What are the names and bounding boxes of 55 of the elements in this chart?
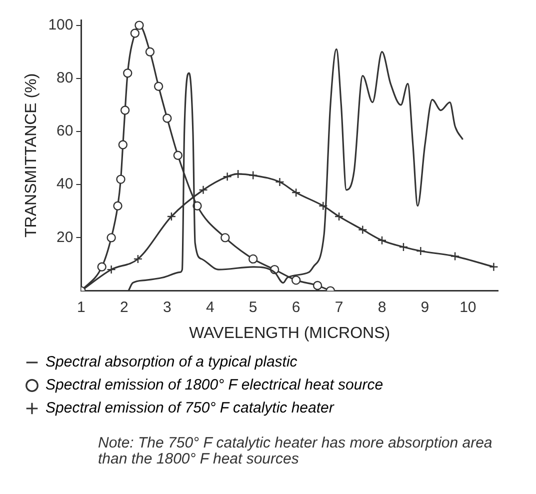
point [154,82,164,91]
x-tick-label: 10 [460,298,476,316]
point [198,185,208,195]
point [166,212,176,222]
point [248,170,258,180]
x-tick-label: 7 [334,298,344,316]
point [312,280,322,290]
point [334,212,344,222]
point [113,201,122,210]
x-tick-label: 4 [206,298,214,316]
point [489,262,498,272]
x-tick-label: 8 [378,298,386,316]
point [450,252,460,261]
point [106,264,116,274]
point [130,28,140,38]
x-tick-label: 5 [248,298,258,316]
point [220,233,230,242]
point [358,225,368,234]
point [116,174,126,184]
point [162,114,172,123]
x-axis-title: WAVELENGTH (MICRONS) [189,324,390,342]
point [222,172,232,182]
y-tick-label: 100 [48,16,74,34]
point [106,233,116,242]
legend-label: Spectral absorption of a typical plastic [46,354,298,371]
point [233,169,243,179]
point [173,150,182,160]
point [416,246,426,256]
point [120,106,130,115]
y-tick-label: 60 [56,122,74,140]
point [398,242,408,252]
point [377,236,387,245]
point [97,262,106,272]
point [133,254,143,264]
point [275,177,284,187]
point [291,188,301,198]
point [318,201,328,210]
legend-label: Spectral emission of 750° F catalytic heater [46,400,335,417]
point [248,254,258,264]
point [118,140,128,150]
x-tick-label: 3 [162,298,172,316]
x-tick-label: 6 [292,298,300,316]
x-tick-label: 2 [120,298,128,316]
point [145,47,155,56]
point [291,276,301,285]
x-tick-label: 1 [77,298,86,316]
point [123,68,132,78]
text: Note: The 750° F catalytic heater has more absorption area than the 1800° F heat sources [98,434,492,468]
y-tick-label: 40 [56,176,74,193]
x-tick-label: 9 [420,298,430,316]
point [134,20,144,30]
y-tick-label: 80 [56,70,74,87]
y-tick-label: 20 [56,228,74,246]
y-axis-title: TRANSMITTANCE (%) [23,73,40,238]
legend-label: Spectral emission of 1800° F electrical heat source [46,376,384,394]
